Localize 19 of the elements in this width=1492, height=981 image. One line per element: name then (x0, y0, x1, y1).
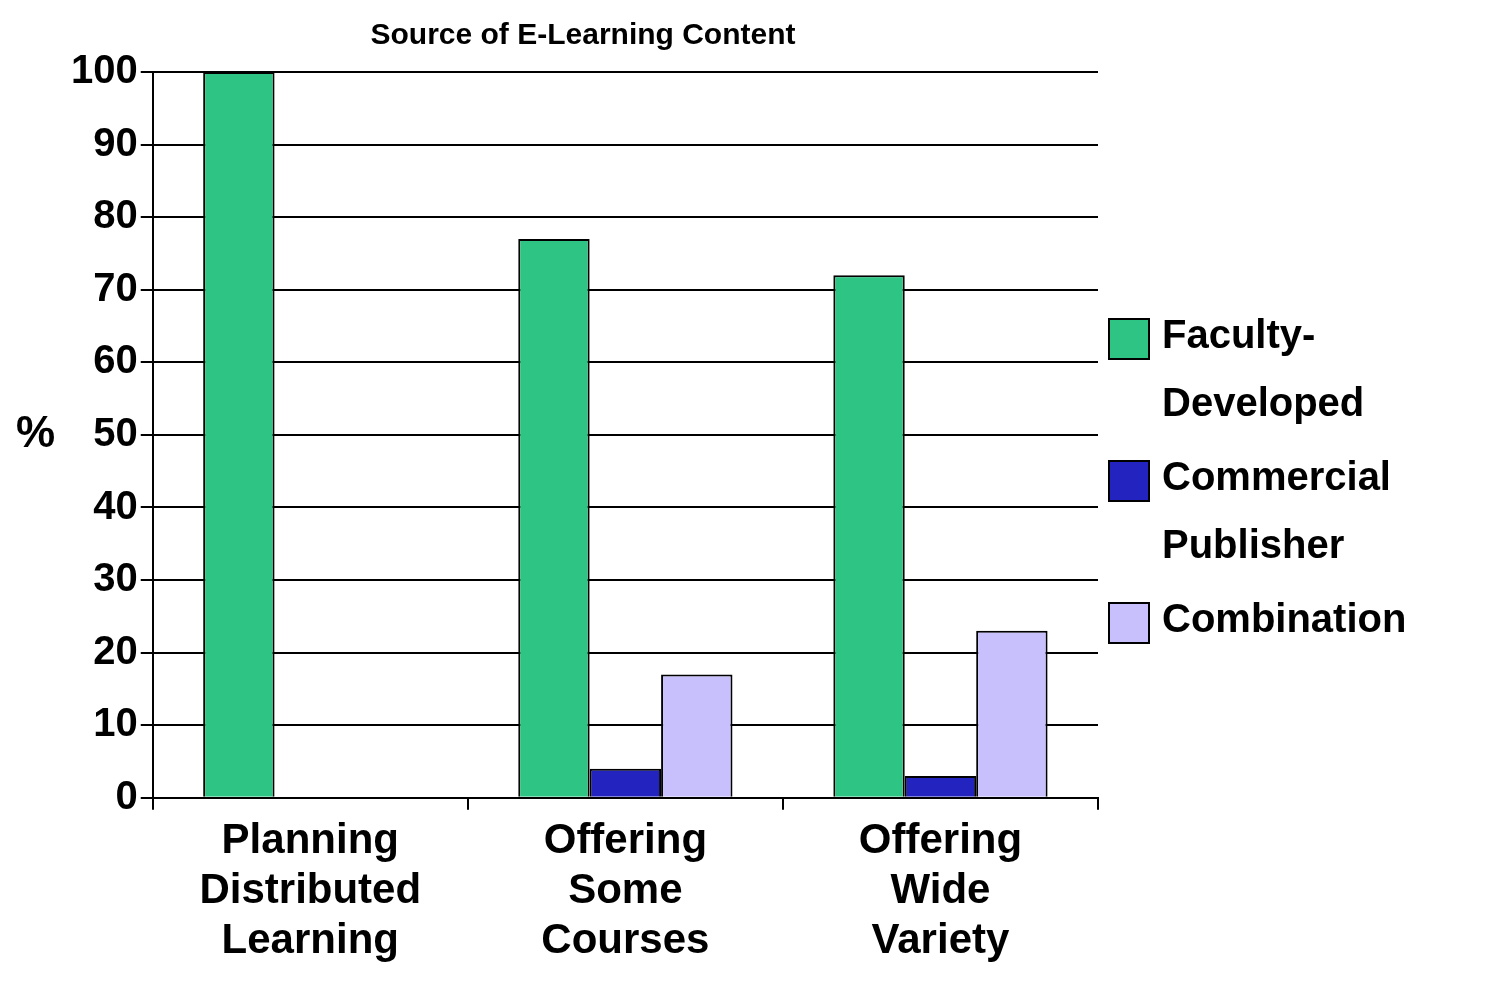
y-tick-label: 20 (93, 627, 138, 672)
y-tick-label: 40 (93, 482, 138, 527)
y-tick-label: 80 (93, 192, 138, 237)
y-tick-label: 10 (93, 700, 138, 745)
chart-title: Source of E-Learning Content (370, 17, 796, 51)
y-tick-label: 0 (115, 772, 138, 817)
y-tick-label: 100 (70, 47, 138, 92)
y-axis-title: % (16, 407, 56, 457)
x-tick-label: Offering Wide Variety (858, 814, 1023, 963)
legend-label: Faculty-Developed (1162, 310, 1366, 426)
legend-label: Combination (1162, 594, 1407, 642)
y-tick-label: 50 (93, 409, 138, 454)
y-tick-label: 70 (93, 264, 138, 309)
y-tick-label: 60 (93, 337, 138, 382)
y-tick-label: 90 (93, 119, 138, 164)
x-tick-label: Offering Some Courses (541, 814, 710, 963)
legend-label: Commercial Publisher (1162, 452, 1392, 568)
y-tick-label: 30 (93, 555, 138, 600)
x-tick-label: Planning Distributed Learning (199, 814, 422, 963)
